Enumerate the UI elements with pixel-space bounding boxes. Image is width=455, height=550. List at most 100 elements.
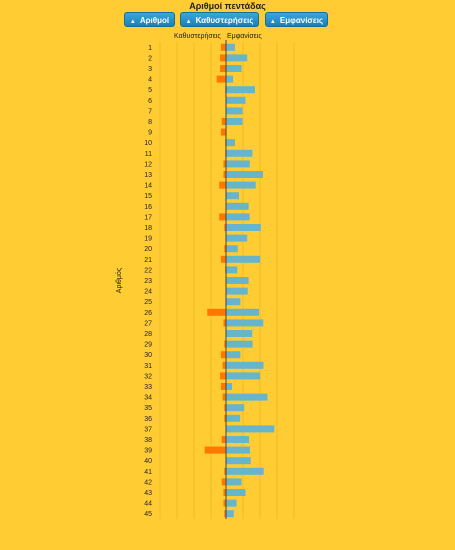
category-label: 15 bbox=[144, 193, 152, 200]
category-label: 14 bbox=[144, 183, 152, 190]
appearance-bar bbox=[226, 277, 249, 284]
category-label: 44 bbox=[144, 501, 152, 508]
category-label: 34 bbox=[144, 395, 152, 402]
appearance-bar bbox=[226, 425, 275, 433]
category-label: 21 bbox=[144, 257, 152, 264]
category-label: 31 bbox=[144, 363, 152, 370]
appearance-bar bbox=[226, 361, 264, 369]
appearance-bar bbox=[226, 298, 241, 306]
sort-up-icon: ▲ bbox=[129, 19, 136, 25]
delay-bar bbox=[220, 372, 226, 380]
appearance-bar bbox=[226, 266, 238, 274]
appearance-bar bbox=[226, 192, 239, 200]
appearance-bar bbox=[226, 234, 248, 242]
appearance-bar bbox=[226, 118, 243, 125]
appearance-bar bbox=[226, 139, 235, 147]
y-axis-label: Αριθμός bbox=[115, 267, 123, 293]
delay-bar bbox=[222, 393, 226, 401]
appearance-bar bbox=[226, 213, 250, 221]
sort-by-number-button[interactable]: ▲ Αριθμοί bbox=[124, 12, 175, 27]
category-label: 5 bbox=[148, 87, 152, 94]
appearance-bar bbox=[226, 319, 264, 327]
delay-bar bbox=[224, 414, 226, 422]
delay-bar bbox=[220, 128, 226, 136]
delay-bar bbox=[224, 224, 226, 231]
category-label: 7 bbox=[148, 108, 152, 115]
category-label: 32 bbox=[144, 373, 152, 380]
delay-bar bbox=[224, 340, 226, 348]
category-label: 28 bbox=[144, 331, 152, 338]
appearance-bar bbox=[226, 457, 251, 465]
delay-bar bbox=[224, 510, 226, 518]
sort-by-appearances-button[interactable]: ▲ Εμφανίσεις bbox=[265, 12, 328, 27]
appearance-bar bbox=[226, 65, 242, 72]
category-label: 2 bbox=[148, 55, 152, 62]
delay-bar bbox=[224, 245, 226, 253]
delay-bar bbox=[223, 171, 226, 178]
appearance-bar bbox=[226, 489, 246, 496]
appearance-bar bbox=[226, 54, 248, 62]
appearance-bar bbox=[226, 86, 255, 94]
category-label: 20 bbox=[144, 246, 152, 253]
category-label: 10 bbox=[144, 140, 152, 147]
category-label: 30 bbox=[144, 352, 152, 359]
delay-bar bbox=[204, 446, 226, 454]
delay-bar bbox=[220, 255, 226, 263]
delay-bar bbox=[219, 181, 226, 189]
appearance-bar bbox=[226, 43, 235, 51]
delay-bar bbox=[223, 160, 226, 168]
delay-bar bbox=[222, 361, 226, 369]
appearance-bar bbox=[226, 96, 246, 104]
category-label: 13 bbox=[144, 172, 152, 179]
appearance-bar bbox=[226, 393, 268, 401]
sort-by-appearances-label: Εμφανίσεις bbox=[279, 16, 324, 25]
appearance-bar bbox=[226, 351, 241, 359]
sort-by-number-label: Αριθμοί bbox=[139, 16, 170, 25]
appearance-bar bbox=[226, 499, 237, 507]
category-label: 19 bbox=[144, 236, 152, 243]
delay-bar bbox=[223, 489, 226, 496]
delay-bar bbox=[220, 351, 226, 359]
delay-bar bbox=[216, 75, 226, 83]
category-label: 22 bbox=[144, 267, 152, 274]
category-label: 12 bbox=[144, 161, 152, 168]
delay-bar bbox=[220, 383, 226, 390]
category-label: 18 bbox=[144, 225, 152, 232]
category-label: 39 bbox=[144, 448, 152, 455]
appearance-bar bbox=[226, 478, 242, 486]
category-label: 25 bbox=[144, 299, 152, 306]
appearance-bar bbox=[226, 330, 253, 337]
category-label: 38 bbox=[144, 437, 152, 444]
category-label: 4 bbox=[148, 77, 152, 84]
category-label: 9 bbox=[148, 130, 152, 137]
appearance-bar bbox=[226, 372, 261, 380]
delay-bar bbox=[221, 478, 226, 486]
delay-bar bbox=[224, 467, 226, 475]
appearance-bar bbox=[226, 224, 261, 231]
category-label: 33 bbox=[144, 384, 152, 391]
category-label: 41 bbox=[144, 469, 152, 476]
appearance-bar bbox=[226, 404, 245, 412]
category-label: 27 bbox=[144, 320, 152, 327]
appearance-bar bbox=[226, 149, 253, 157]
appearance-bar bbox=[226, 287, 248, 295]
category-label: 8 bbox=[148, 119, 152, 126]
delay-bar bbox=[219, 213, 226, 221]
category-label: 29 bbox=[144, 342, 152, 349]
category-label: 37 bbox=[144, 426, 152, 433]
appearance-bar bbox=[226, 255, 261, 263]
delay-bar bbox=[220, 54, 226, 62]
category-label: 40 bbox=[144, 458, 152, 465]
delay-bar bbox=[221, 118, 226, 125]
appearance-bar bbox=[226, 510, 234, 518]
appearance-bar bbox=[226, 245, 238, 253]
appearance-bar bbox=[226, 75, 234, 83]
appearance-bar bbox=[226, 171, 264, 178]
appearance-bar bbox=[226, 160, 250, 168]
category-label: 17 bbox=[144, 214, 152, 221]
category-label: 24 bbox=[144, 289, 152, 296]
category-label: 35 bbox=[144, 405, 152, 412]
category-label: 3 bbox=[148, 66, 152, 73]
sort-by-delays-button[interactable]: ▲ Καθυστερήσεις bbox=[180, 12, 259, 27]
